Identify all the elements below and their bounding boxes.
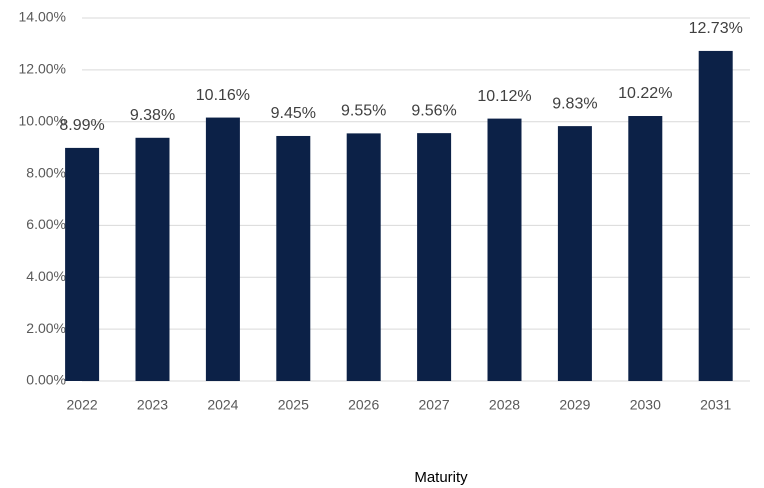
x-tick-label: 2030 bbox=[630, 397, 661, 413]
x-tick-label: 2031 bbox=[700, 397, 731, 413]
value-label: 10.22% bbox=[618, 85, 672, 102]
y-tick-label: 10.00% bbox=[19, 112, 66, 128]
bar bbox=[205, 117, 240, 382]
bar bbox=[276, 135, 311, 381]
value-label: 10.12% bbox=[477, 88, 531, 105]
value-label: 9.45% bbox=[271, 105, 316, 122]
y-tick-label: 0.00% bbox=[26, 372, 66, 388]
x-tick-label: 2024 bbox=[207, 397, 238, 413]
value-label: 9.55% bbox=[341, 103, 386, 120]
value-label: 10.16% bbox=[196, 87, 250, 104]
x-tick-label: 2023 bbox=[137, 397, 168, 413]
y-tick-label: 6.00% bbox=[26, 216, 66, 232]
bar bbox=[417, 133, 452, 381]
y-tick-label: 14.00% bbox=[19, 9, 66, 25]
y-tick-label: 2.00% bbox=[26, 320, 66, 336]
bar bbox=[628, 116, 663, 381]
bar bbox=[346, 133, 381, 381]
x-tick-label: 2026 bbox=[348, 397, 379, 413]
x-tick-label: 2029 bbox=[559, 397, 590, 413]
value-label: 12.73% bbox=[689, 20, 743, 37]
value-label: 8.99% bbox=[59, 117, 104, 134]
y-tick-label: 8.00% bbox=[26, 164, 66, 180]
x-tick-label: 2028 bbox=[489, 397, 520, 413]
x-axis-label: Maturity bbox=[414, 469, 468, 486]
bar bbox=[698, 50, 733, 381]
bar bbox=[65, 147, 100, 381]
bar bbox=[487, 118, 522, 382]
bar bbox=[135, 137, 170, 381]
bar bbox=[557, 126, 592, 381]
y-tick-label: 12.00% bbox=[19, 61, 66, 77]
x-tick-label: 2025 bbox=[278, 397, 309, 413]
x-tick-label: 2022 bbox=[67, 397, 98, 413]
value-label: 9.56% bbox=[411, 102, 456, 119]
x-tick-label: 2027 bbox=[419, 397, 450, 413]
y-tick-label: 4.00% bbox=[26, 268, 66, 284]
value-label: 9.83% bbox=[552, 95, 597, 112]
value-label: 9.38% bbox=[130, 107, 175, 124]
